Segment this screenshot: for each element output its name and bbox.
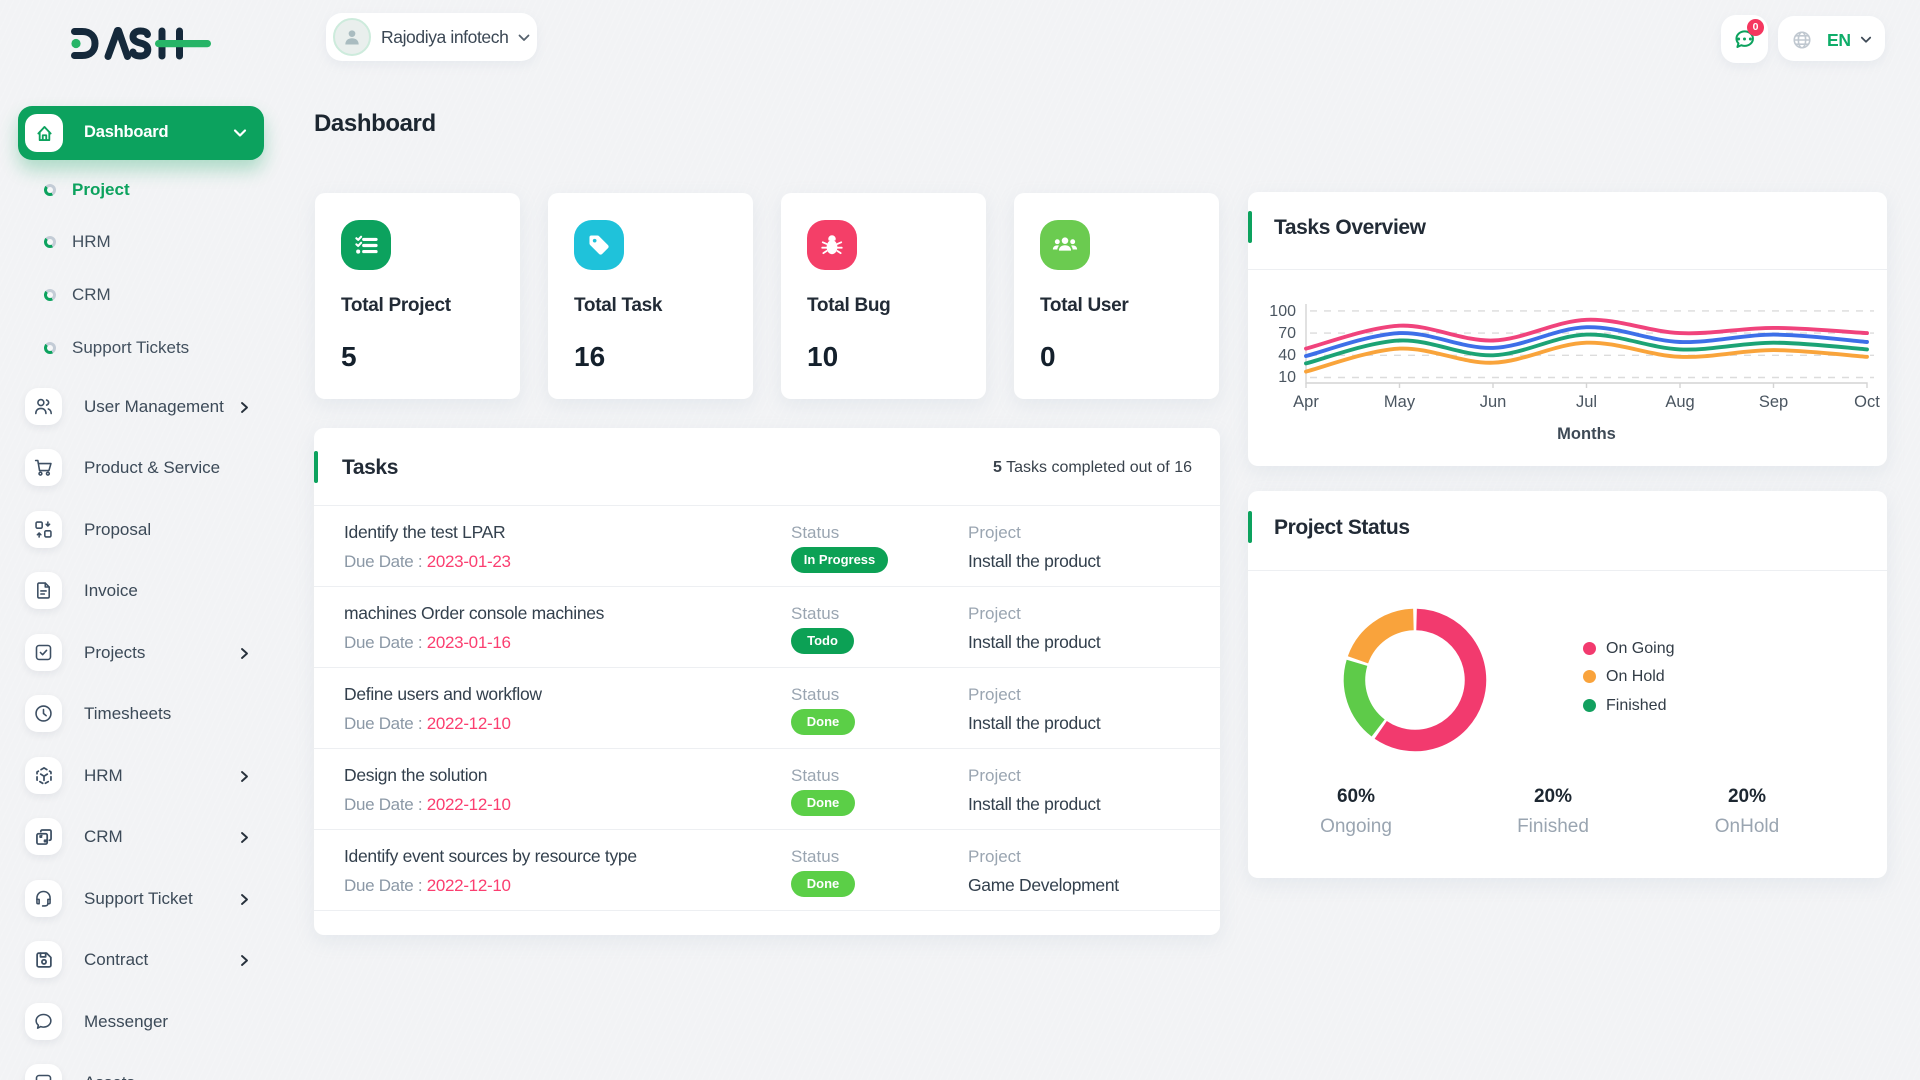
svg-text:Apr: Apr — [1293, 393, 1319, 411]
svg-text:Oct: Oct — [1854, 393, 1880, 411]
svg-text:Sep: Sep — [1759, 393, 1788, 411]
svg-text:Aug: Aug — [1665, 393, 1694, 411]
svg-text:Jul: Jul — [1576, 393, 1597, 411]
svg-text:70: 70 — [1278, 325, 1296, 342]
svg-text:Jun: Jun — [1480, 393, 1507, 411]
svg-text:100: 100 — [1269, 303, 1296, 320]
svg-text:40: 40 — [1278, 347, 1296, 364]
svg-text:May: May — [1384, 393, 1416, 411]
svg-text:Months: Months — [1557, 425, 1616, 443]
svg-text:10: 10 — [1278, 369, 1296, 386]
